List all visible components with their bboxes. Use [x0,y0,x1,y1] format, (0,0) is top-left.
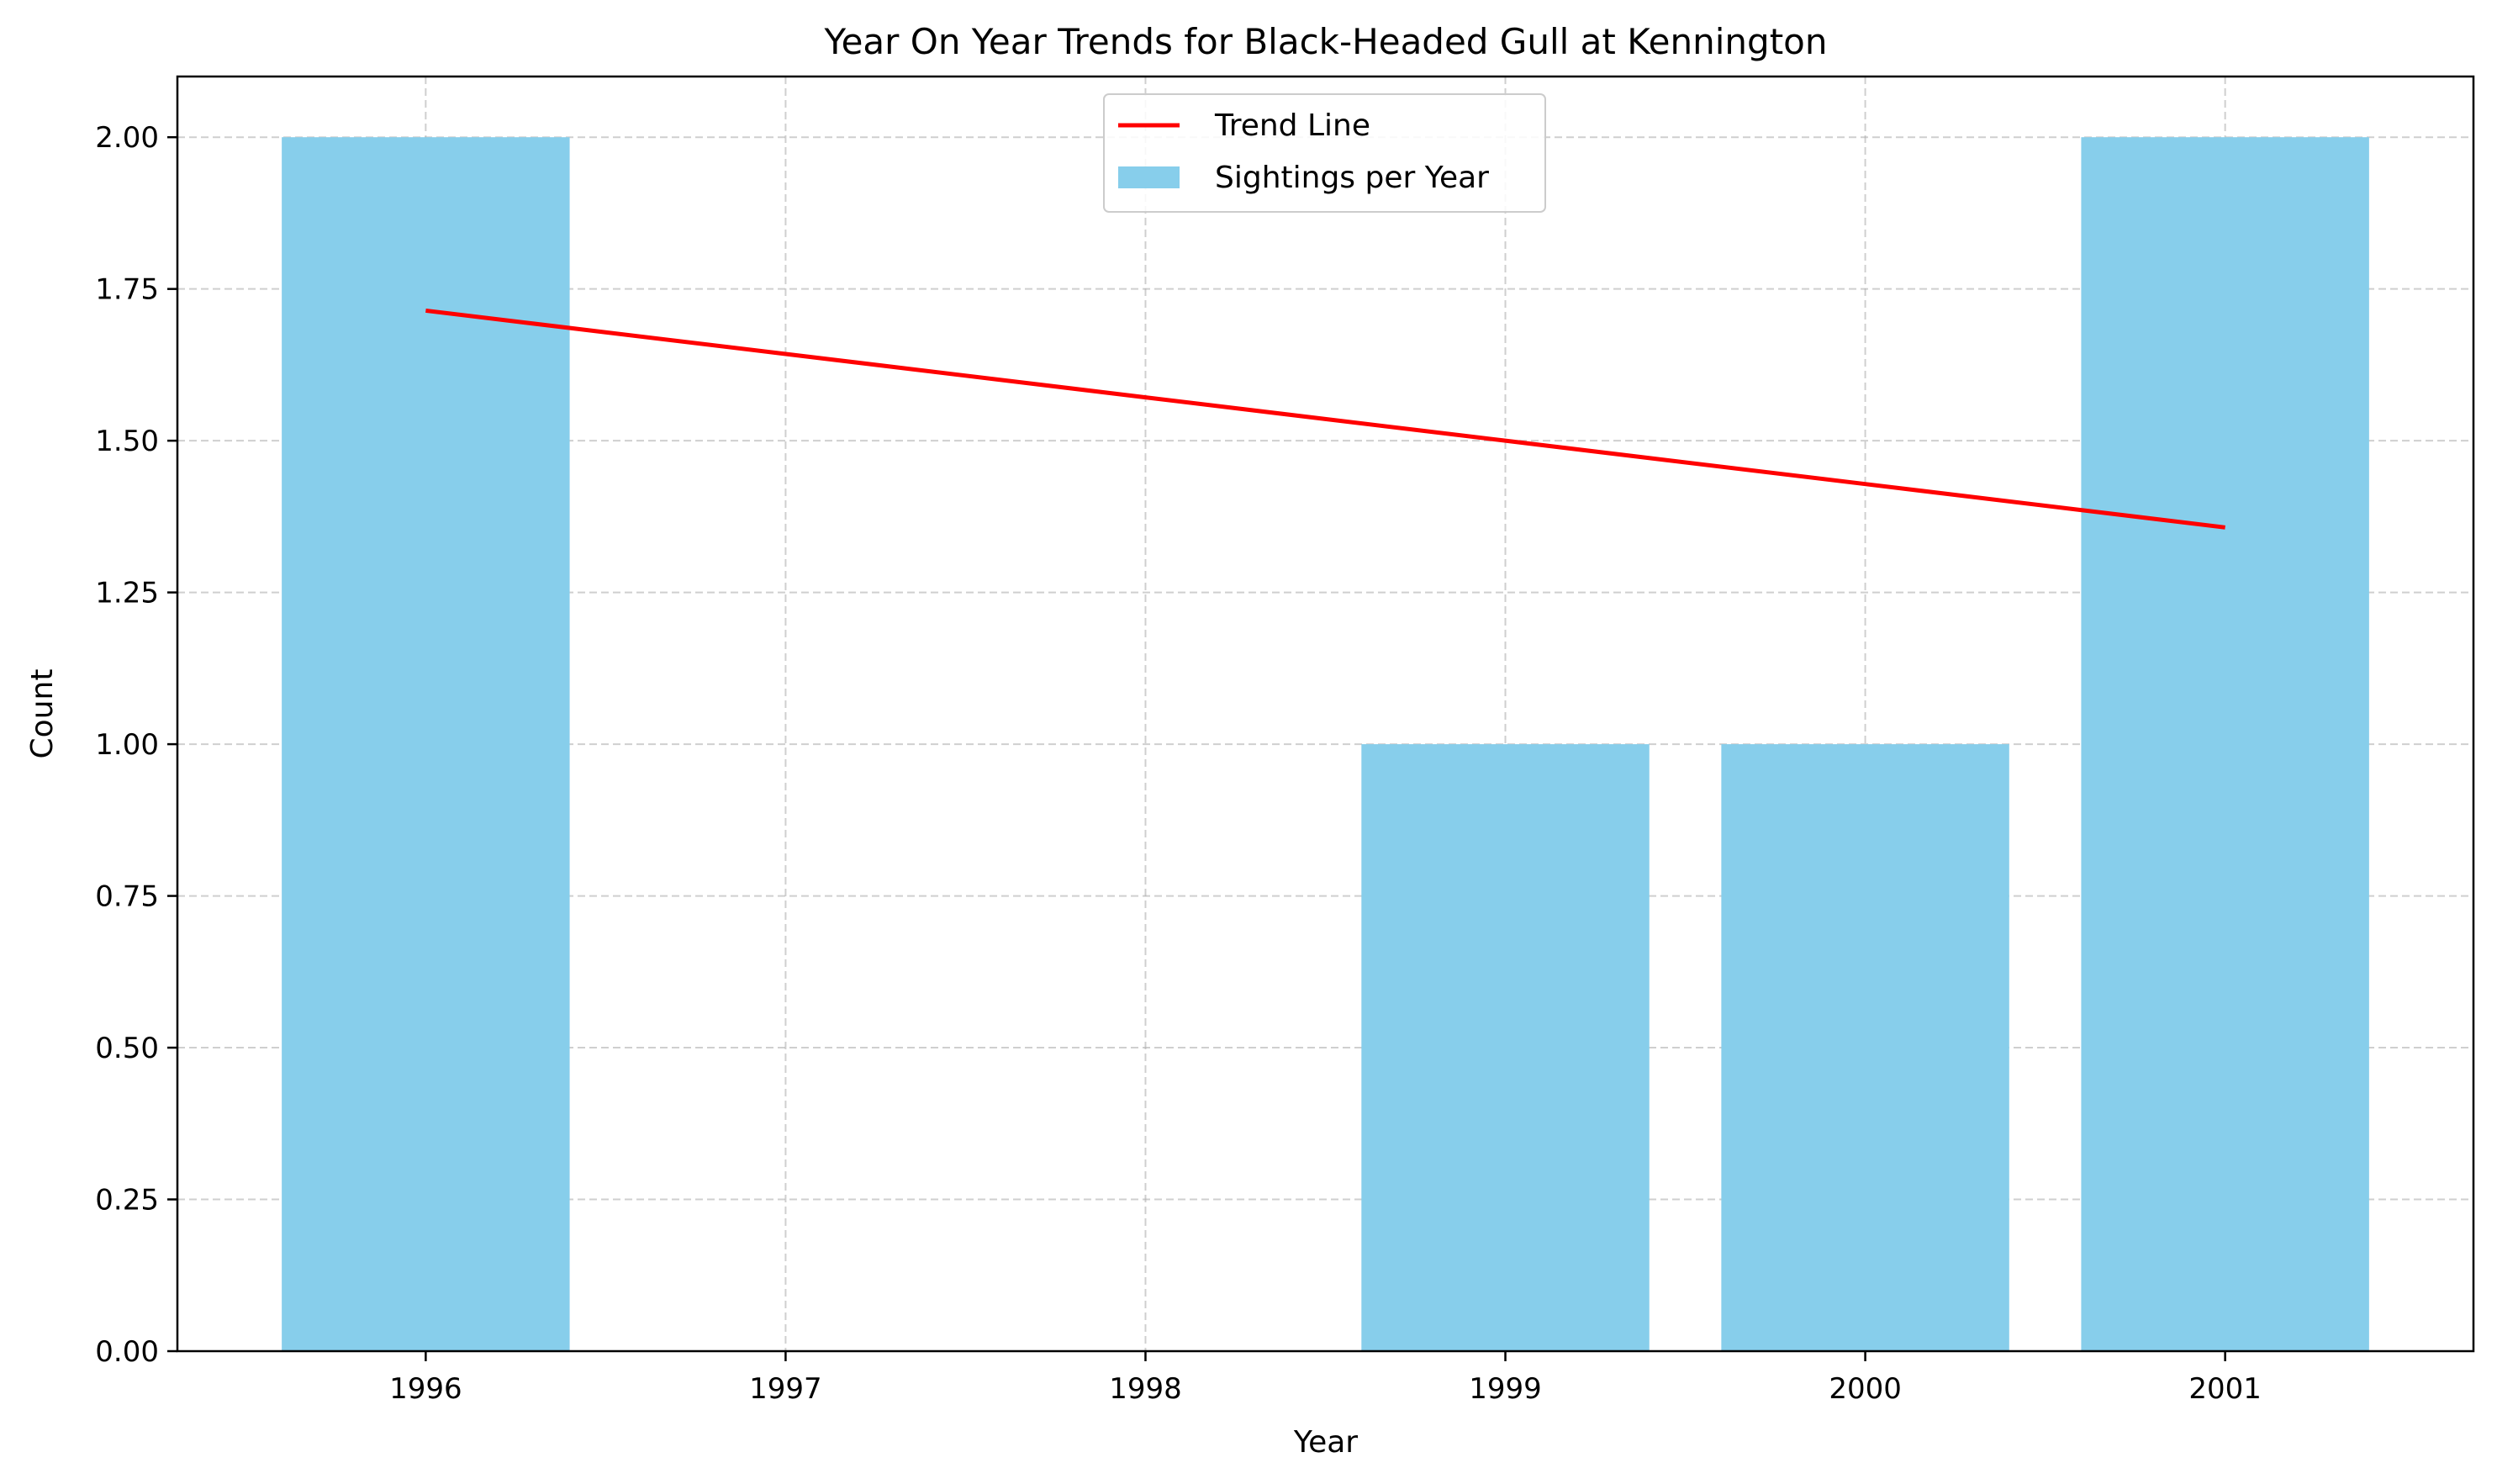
x-axis: 1996 1997 1998 1999 2000 2001 [389,1351,2262,1406]
x-tick-label: 2000 [1829,1372,1902,1406]
y-tick-label: 1.50 [95,425,159,458]
y-tick-label: 1.75 [95,273,159,307]
y-tick-label: 0.00 [95,1335,159,1369]
x-tick-label: 1998 [1109,1372,1182,1406]
bars [282,137,2369,1352]
y-tick-label: 0.75 [95,880,159,914]
x-tick-label: 1999 [1469,1372,1542,1406]
trend-line [425,308,2225,530]
x-axis-label: Year [1293,1425,1358,1460]
bar-2001 [2081,137,2369,1352]
trend-line-layer [425,308,2225,530]
legend: Trend Line Sightings per Year [1103,93,1546,213]
x-tick-label: 1996 [389,1372,462,1406]
legend-label-sightings: Sightings per Year [1215,161,1489,195]
legend-swatch-sightings [1118,166,1180,188]
y-axis: 0.00 0.25 0.50 0.75 1.00 1.25 1.50 1.75 2.00 [95,121,177,1369]
y-tick-label: 1.25 [95,577,159,610]
bar-2000 [1721,744,2009,1351]
y-tick-label: 0.25 [95,1184,159,1217]
x-tick-label: 2001 [2188,1372,2262,1406]
y-tick-label: 0.50 [95,1032,159,1065]
y-axis-label: Count [25,669,60,759]
x-tick-label: 1997 [749,1372,822,1406]
chart-title: Year On Year Trends for Black-Headed Gul… [824,21,1828,62]
plot-frame [176,75,2475,1353]
y-tick-label: 2.00 [95,121,159,155]
bar-1996 [282,137,570,1352]
legend-label-trend-line: Trend Line [1214,108,1370,143]
bar-1999 [1361,744,1650,1351]
y-tick-label: 1.00 [95,728,159,762]
legend-box [1103,93,1546,213]
